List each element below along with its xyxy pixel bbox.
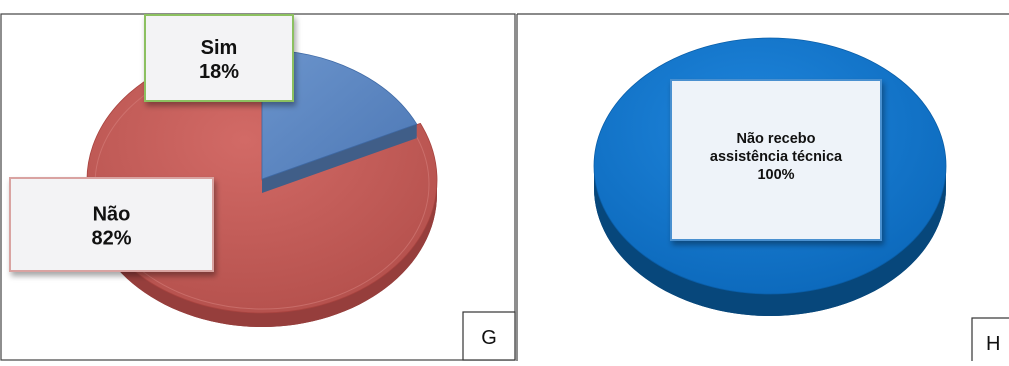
panel-letter-g-text: G <box>481 327 497 349</box>
data-label-nao-recebo-value: 100% <box>757 167 794 183</box>
panel-letter-h: H <box>971 317 1009 366</box>
data-label-nao-recebo-line-1: Não recebo <box>737 131 816 147</box>
data-label-sim-value: 18% <box>199 61 239 83</box>
panel-letter-h-text: H <box>986 333 1000 355</box>
data-label-nao-recebo-line-2: assistência técnica <box>710 149 843 165</box>
data-label-nao-recebo: Não recebo assistência técnica 100% <box>670 79 882 241</box>
pie-chart-h: Não recebo assistência técnica 100% <box>593 37 947 316</box>
data-label-nao-value: 82% <box>91 228 131 250</box>
data-label-sim-category: Sim <box>201 37 238 59</box>
slice-sim-side <box>262 124 417 193</box>
data-label-nao-category: Não <box>93 204 131 226</box>
panel-letter-g: G <box>462 311 516 361</box>
